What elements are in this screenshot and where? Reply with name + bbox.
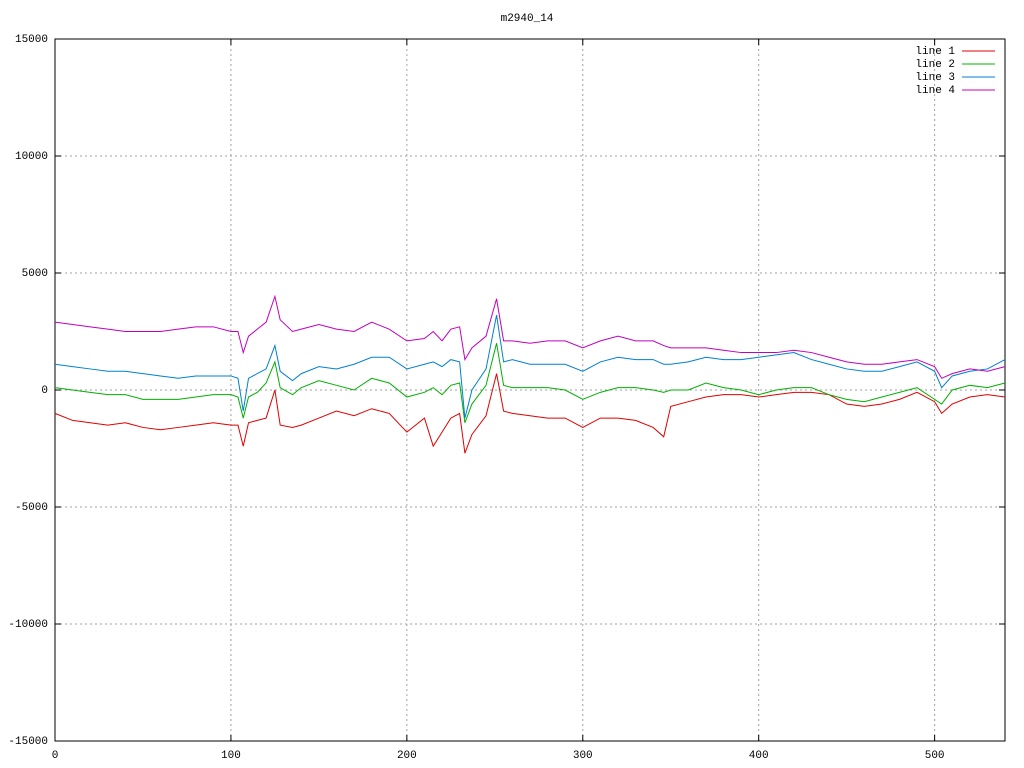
y-tick-label: 0 [41,385,48,397]
x-tick-label: 100 [221,750,241,762]
data-line [54,315,1006,419]
x-tick-label: 200 [397,750,417,762]
legend-label: line 4 [915,85,955,97]
x-tick-label: 0 [52,750,59,762]
plot-frame [54,38,1006,742]
legend-label: line 2 [915,59,955,71]
data-line [54,343,1006,423]
y-tick-label: 15000 [15,34,48,46]
y-tick-label: -10000 [8,619,48,631]
y-tick-label: -5000 [15,502,48,514]
x-tick-label: 300 [573,750,593,762]
y-tick-label: 10000 [15,151,48,163]
y-tick-label: 5000 [22,268,48,280]
chart-title: m2940_14 [501,13,554,25]
legend-label: line 3 [915,72,955,84]
x-tick-label: 500 [925,750,945,762]
x-tick-label: 400 [749,750,769,762]
data-line [54,294,1006,379]
legend-label: line 1 [915,46,955,58]
y-tick-label: -15000 [8,736,48,748]
